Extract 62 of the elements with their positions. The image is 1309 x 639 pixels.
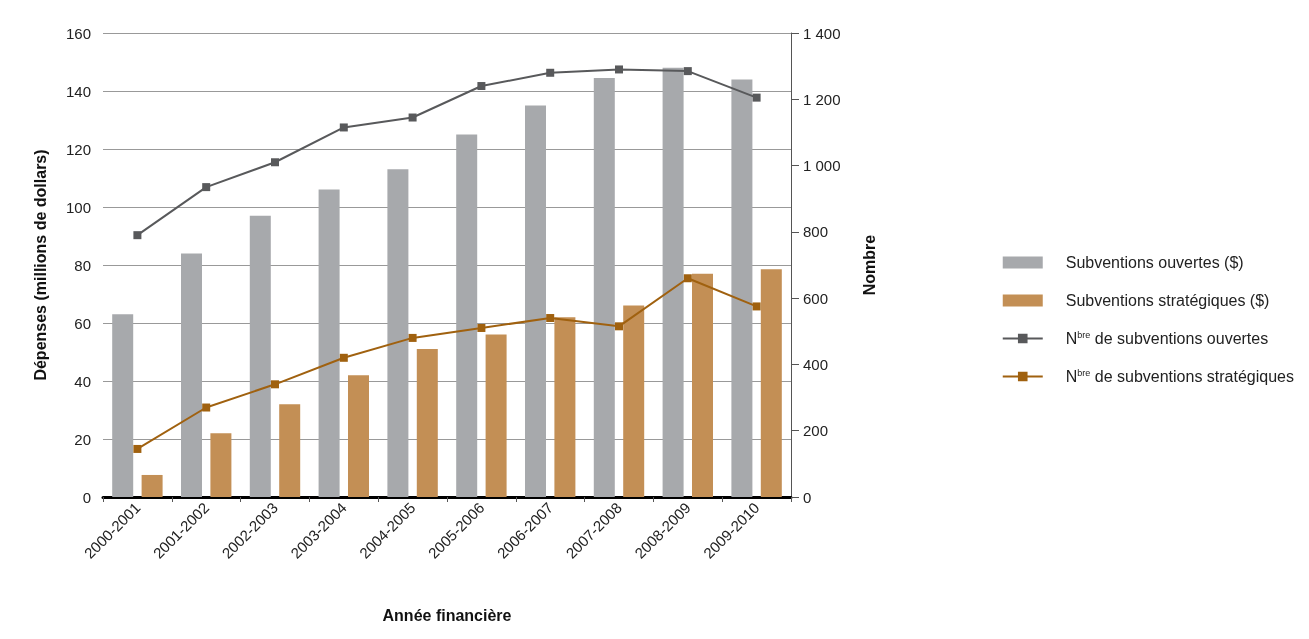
y2-tick-label: 600 [803, 289, 829, 307]
y2-tick-label: 0 [803, 488, 812, 506]
legend-label: Subventions ouvertes ($) [1065, 254, 1244, 271]
y-tick-label: 140 [65, 82, 91, 100]
y-tick-label: 160 [65, 24, 91, 42]
point [546, 68, 555, 77]
bar [416, 349, 438, 497]
y2-tick-label: 1 400 [803, 24, 841, 42]
bar [181, 253, 202, 497]
y2-tick-label: 200 [803, 422, 829, 440]
point [339, 123, 348, 132]
y2-tick-label: 400 [803, 355, 829, 373]
point [477, 82, 486, 91]
x-axis-title: Année financière [382, 606, 512, 624]
bar [112, 314, 134, 497]
y-tick-label: 40 [74, 372, 91, 390]
point [752, 302, 761, 311]
y-tick-label: 100 [65, 198, 91, 216]
legend-label: Subventions stratégiques ($) [1065, 292, 1270, 309]
point [408, 113, 417, 122]
point [202, 183, 211, 192]
bar [525, 105, 546, 497]
bar [692, 273, 713, 497]
point [339, 353, 348, 362]
y-tick-label: 20 [74, 430, 91, 448]
point [546, 314, 555, 323]
bar [760, 269, 782, 497]
bar [249, 215, 271, 497]
y-tick-label: 0 [82, 488, 91, 506]
y-tick-label: 60 [74, 314, 91, 332]
bar [141, 474, 163, 497]
point [408, 333, 417, 342]
bar [318, 189, 340, 497]
y-tick-label: 120 [65, 140, 91, 158]
point [615, 322, 623, 331]
point [615, 65, 623, 74]
bar [485, 334, 507, 497]
point [683, 67, 692, 76]
point [477, 323, 486, 332]
bar [210, 433, 232, 497]
y2-axis-title: Nombre [860, 234, 878, 296]
bar [279, 404, 301, 497]
y2-tick-label: 800 [803, 223, 829, 241]
point [752, 93, 761, 102]
point [202, 403, 211, 412]
y2-tick-label: 1 000 [803, 157, 841, 175]
point [271, 380, 279, 389]
y-tick-label: 80 [74, 256, 91, 274]
point [271, 158, 279, 167]
bar [731, 79, 753, 497]
point [133, 444, 142, 453]
y2-tick-label: 1 200 [803, 90, 841, 108]
bar [662, 67, 684, 497]
y-axis-title: Dépenses (millions de dollars) [31, 149, 49, 381]
bar [623, 305, 645, 497]
bar [554, 317, 576, 497]
point [133, 231, 142, 240]
bar [348, 375, 369, 497]
bar [456, 134, 478, 497]
point [683, 274, 692, 283]
bar [387, 169, 409, 497]
bar [593, 77, 615, 497]
